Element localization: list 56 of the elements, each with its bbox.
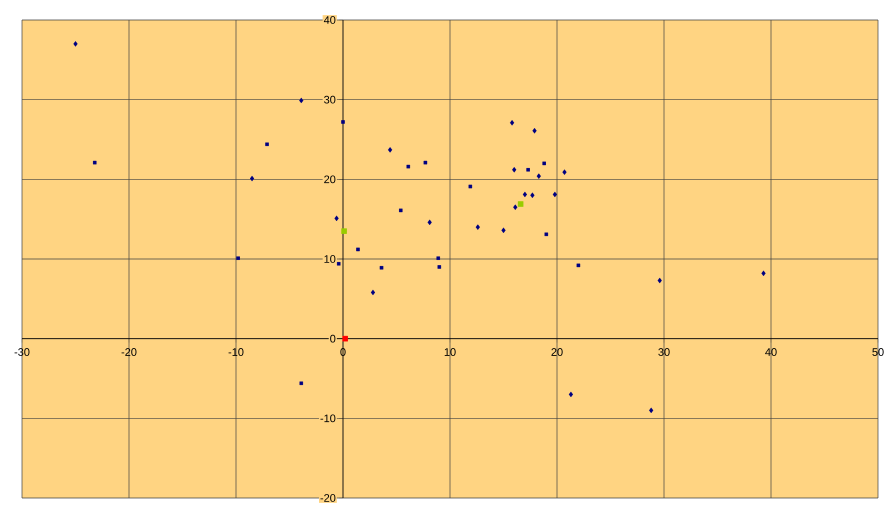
point [552, 192, 558, 198]
point [658, 278, 662, 284]
point [299, 381, 304, 386]
point [518, 201, 524, 207]
point [356, 248, 360, 252]
point [334, 216, 339, 222]
point [649, 408, 654, 414]
y-tick-label: 10 [324, 255, 336, 263]
point [336, 262, 341, 266]
point [428, 220, 432, 226]
x-tick-label: 40 [765, 348, 777, 356]
point [341, 120, 345, 124]
point [341, 228, 347, 234]
x-tick-label: 20 [551, 348, 563, 356]
point [236, 256, 240, 260]
point [501, 228, 506, 234]
point [526, 168, 530, 172]
y-tick-label: 20 [324, 175, 336, 184]
y-tick-label: -20 [320, 494, 336, 502]
x-tick-label: 10 [444, 348, 456, 356]
point [250, 176, 254, 182]
point [476, 224, 480, 230]
point [436, 256, 440, 260]
point [398, 208, 403, 212]
point [468, 184, 472, 188]
point [388, 147, 392, 153]
point [568, 392, 574, 398]
point [424, 160, 428, 164]
point [530, 192, 535, 198]
point [532, 128, 537, 134]
point [510, 120, 514, 126]
y-tick-label: -10 [320, 414, 336, 422]
x-tick-label: -30 [14, 348, 30, 356]
point [370, 290, 376, 296]
point [438, 265, 442, 269]
point [522, 192, 528, 198]
point [380, 266, 384, 270]
point [299, 98, 304, 104]
y-tick-label: 0 [330, 334, 336, 343]
x-tick-label: 30 [658, 348, 670, 356]
point [406, 164, 410, 168]
point [542, 162, 546, 166]
point [73, 41, 78, 47]
x-tick-label: -10 [228, 348, 244, 356]
point [562, 169, 567, 175]
point [544, 232, 548, 236]
x-tick-label: 50 [872, 348, 884, 356]
y-tick-label: 30 [324, 96, 336, 104]
point [576, 264, 580, 268]
point [92, 160, 97, 164]
point [342, 336, 348, 342]
point [536, 173, 541, 179]
y-tick-label: 40 [324, 16, 336, 24]
x-tick-label: -20 [122, 348, 136, 356]
point [265, 142, 269, 146]
point [761, 270, 766, 276]
